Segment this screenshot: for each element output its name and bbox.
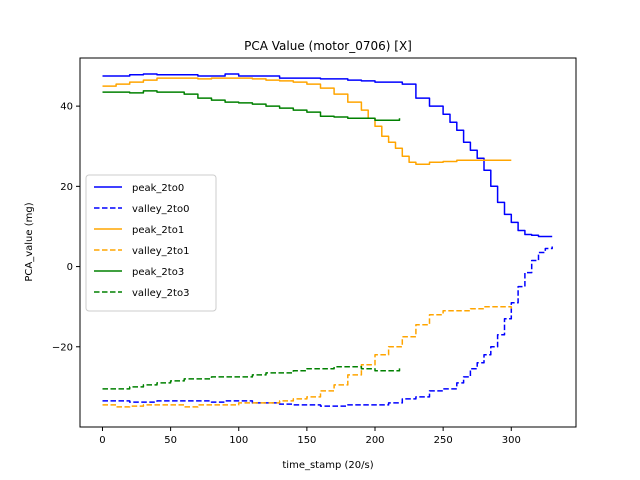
legend-box bbox=[85, 174, 217, 312]
x-axis: 0 50 100 150 200 250 300 bbox=[99, 427, 521, 446]
x-tick-label: 200 bbox=[365, 435, 384, 446]
y-axis: −20 0 20 40 bbox=[52, 102, 80, 353]
series-line-peak-2to3 bbox=[102, 90, 401, 121]
legend-label: valley_2to3 bbox=[132, 288, 189, 299]
plot-series-group bbox=[102, 73, 553, 408]
x-tick-label: 50 bbox=[164, 435, 177, 446]
legend-label: valley_2to0 bbox=[132, 204, 189, 215]
series-line-peak-2to1 bbox=[102, 77, 512, 166]
x-axis-label: time_stamp (20/s) bbox=[282, 460, 373, 471]
series-line-valley-2to3 bbox=[102, 366, 401, 390]
chart-title: PCA Value (motor_0706) [X] bbox=[244, 39, 412, 53]
legend-label: peak_2to1 bbox=[132, 225, 184, 236]
series-line-valley-2to1 bbox=[102, 305, 513, 408]
series-line-peak-2to0 bbox=[102, 73, 553, 238]
legend-label: peak_2to0 bbox=[132, 183, 184, 194]
series-line-valley-2to0 bbox=[102, 246, 553, 407]
y-tick-label: −20 bbox=[52, 342, 73, 353]
y-tick-label: 40 bbox=[60, 102, 73, 113]
legend-label: valley_2to1 bbox=[132, 246, 189, 257]
y-tick-label: 0 bbox=[67, 262, 73, 273]
x-tick-label: 250 bbox=[434, 435, 453, 446]
legend: peak_2to0 valley_2to0 peak_2to1 valley_2to1… bbox=[85, 174, 217, 312]
x-tick-label: 150 bbox=[297, 435, 316, 446]
legend-label: peak_2to3 bbox=[132, 267, 184, 278]
x-tick-label: 100 bbox=[229, 435, 248, 446]
y-axis-label: PCA_value (mg) bbox=[24, 202, 35, 281]
y-tick-label: 20 bbox=[60, 182, 73, 193]
plot-frame bbox=[79, 57, 577, 428]
x-tick-label: 300 bbox=[502, 435, 521, 446]
x-tick-label: 0 bbox=[99, 435, 105, 446]
